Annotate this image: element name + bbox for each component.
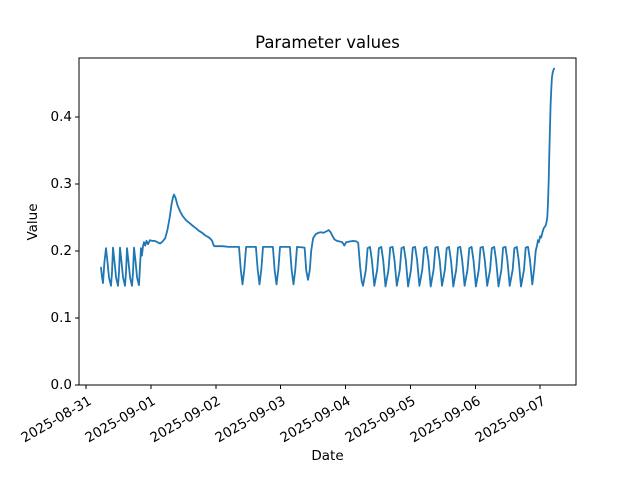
- y-tick-label: 0.0: [50, 377, 72, 393]
- y-axis-label: Value: [25, 203, 41, 241]
- y-tick-label: 0.3: [50, 175, 72, 192]
- y-tick-label: 0.1: [50, 309, 72, 326]
- x-axis-label: Date: [311, 448, 344, 464]
- chart-title: Parameter values: [255, 33, 400, 52]
- y-tick-label: 0.4: [50, 108, 72, 125]
- series-line: [100, 67, 555, 288]
- plot-border: [78, 57, 577, 386]
- y-tick-label: 0.2: [50, 242, 72, 259]
